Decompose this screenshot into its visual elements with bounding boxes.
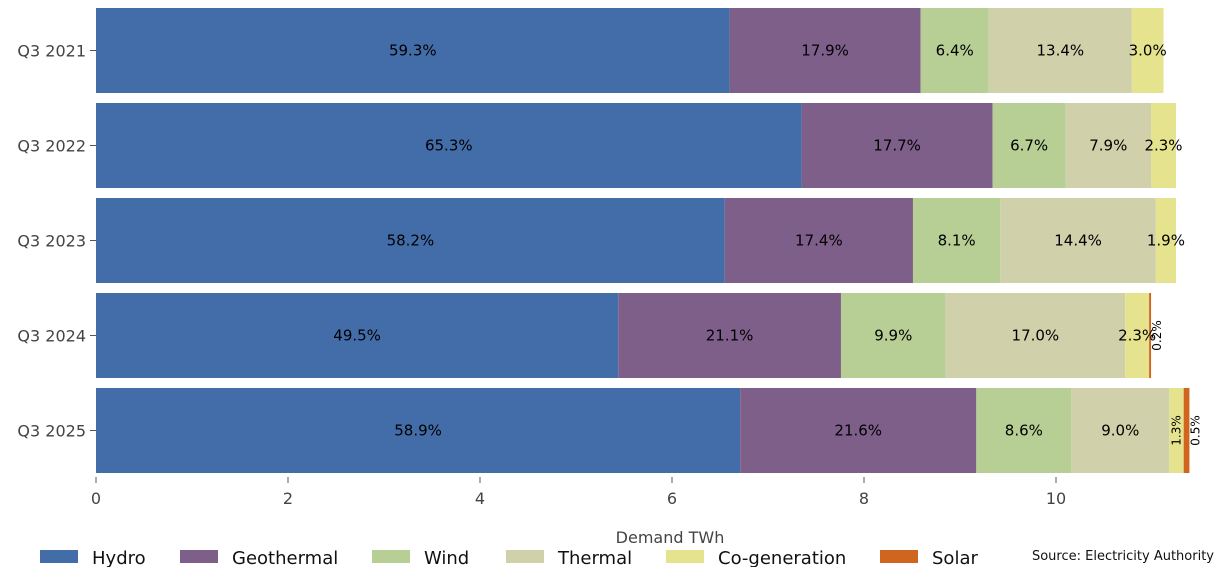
bar-co-generation-0: [1131, 8, 1164, 93]
segment-label-co-generation-3: 2.3%: [1118, 327, 1156, 345]
legend-swatch: [40, 550, 78, 563]
legend-swatch: [666, 550, 704, 563]
bars-layer: [96, 8, 1190, 473]
segment-label-hydro-3: 49.5%: [333, 327, 381, 345]
bar-hydro-3: [96, 293, 619, 378]
legend-label: Wind: [424, 548, 469, 567]
legend-swatch: [880, 550, 918, 563]
bar-hydro-4: [96, 388, 741, 473]
x-tick-label: 0: [91, 489, 101, 508]
segment-label-thermal-2: 14.4%: [1054, 232, 1102, 250]
y-tick-label: Q3 2021: [17, 42, 86, 61]
segment-label-wind-4: 8.6%: [1005, 422, 1043, 440]
x-axis-title: Demand TWh: [616, 528, 725, 547]
x-tick-label: 2: [283, 489, 293, 508]
segment-label-wind-2: 8.1%: [938, 232, 976, 250]
legend-label: Co-generation: [718, 548, 846, 567]
bar-co-generation-3: [1125, 293, 1150, 378]
y-tick-label: Q3 2023: [17, 232, 86, 251]
bar-wind-2: [912, 198, 1001, 283]
segment-label-wind-1: 6.7%: [1010, 137, 1048, 155]
bar-co-generation-2: [1155, 198, 1176, 283]
bar-co-generation-1: [1151, 103, 1176, 188]
y-tick-label: Q3 2022: [17, 137, 86, 156]
legend-item-geothermal: Geothermal: [180, 548, 338, 567]
y-tick-label: Q3 2024: [17, 327, 86, 346]
x-tick-label: 6: [667, 489, 677, 508]
segment-label-co-generation-2: 1.9%: [1147, 232, 1185, 250]
segment-labels-layer: 59.3% 17.9% 6.4% 13.4% 3.0% 65.3% 17.7% 6.7% 7.9…: [333, 42, 1202, 446]
segment-label-thermal-1: 7.9%: [1089, 137, 1127, 155]
legend-item-solar: Solar: [880, 548, 978, 567]
bar-wind-1: [992, 103, 1066, 188]
legend-label: Hydro: [92, 548, 146, 567]
bar-wind-0: [920, 8, 989, 93]
bar-geothermal-2: [724, 198, 913, 283]
legend-item-co-generation: Co-generation: [666, 548, 846, 567]
segment-label-geothermal-4: 21.6%: [834, 422, 882, 440]
segment-label-solar-3: 0.2%: [1150, 320, 1164, 351]
segment-label-thermal-0: 13.4%: [1036, 42, 1084, 60]
x-tick-label: 10: [1046, 489, 1066, 508]
legend: Hydro Geothermal Wind Thermal Co-generation S…: [40, 548, 978, 567]
legend-label: Solar: [932, 548, 978, 567]
x-axis: 0 2 4 6 8 10: [91, 477, 1066, 508]
bar-thermal-3: [945, 293, 1126, 378]
bar-thermal-2: [1000, 198, 1156, 283]
segment-label-geothermal-3: 21.1%: [706, 327, 754, 345]
legend-swatch: [372, 550, 410, 563]
source-note: Source: Electricity Authority: [1032, 549, 1214, 564]
bar-solar-4: [1183, 388, 1190, 473]
segment-label-co-generation-4: 1.3%: [1169, 415, 1183, 446]
legend-swatch: [506, 550, 544, 563]
legend-label: Geothermal: [232, 548, 338, 567]
segment-label-geothermal-1: 17.7%: [873, 137, 921, 155]
segment-label-hydro-4: 58.9%: [394, 422, 442, 440]
bar-co-generation-4: [1169, 388, 1184, 473]
segment-label-co-generation-0: 3.0%: [1129, 42, 1167, 60]
bar-thermal-1: [1065, 103, 1152, 188]
x-tick-label: 8: [859, 489, 869, 508]
y-tick-label: Q3 2025: [17, 422, 86, 441]
legend-item-wind: Wind: [372, 548, 469, 567]
bar-hydro-0: [96, 8, 730, 93]
segment-label-thermal-3: 17.0%: [1012, 327, 1060, 345]
legend-item-thermal: Thermal: [506, 548, 632, 567]
segment-label-thermal-4: 9.0%: [1101, 422, 1139, 440]
bar-wind-3: [840, 293, 946, 378]
segment-label-geothermal-0: 17.9%: [801, 42, 849, 60]
bar-thermal-0: [988, 8, 1132, 93]
segment-label-co-generation-1: 2.3%: [1144, 137, 1182, 155]
legend-label: Thermal: [557, 548, 632, 567]
bar-thermal-4: [1071, 388, 1170, 473]
bar-geothermal-1: [801, 103, 993, 188]
segment-label-hydro-0: 59.3%: [389, 42, 437, 60]
segment-label-hydro-2: 58.2%: [387, 232, 435, 250]
x-tick-label: 4: [475, 489, 485, 508]
bar-hydro-2: [96, 198, 725, 283]
bar-wind-4: [976, 388, 1072, 473]
segment-label-wind-3: 9.9%: [874, 327, 912, 345]
bar-geothermal-0: [729, 8, 921, 93]
segment-label-solar-4: 0.5%: [1188, 415, 1202, 446]
segment-label-geothermal-2: 17.4%: [795, 232, 843, 250]
bar-geothermal-4: [740, 388, 977, 473]
bar-geothermal-3: [618, 293, 841, 378]
legend-swatch: [180, 550, 218, 563]
segment-label-hydro-1: 65.3%: [425, 137, 473, 155]
legend-item-hydro: Hydro: [40, 548, 146, 567]
segment-label-wind-0: 6.4%: [936, 42, 974, 60]
bar-hydro-1: [96, 103, 802, 188]
bar-solar-3: [1149, 293, 1152, 378]
y-axis: Q3 2021 Q3 2022 Q3 2023 Q3 2024 Q3 2025: [17, 42, 96, 441]
